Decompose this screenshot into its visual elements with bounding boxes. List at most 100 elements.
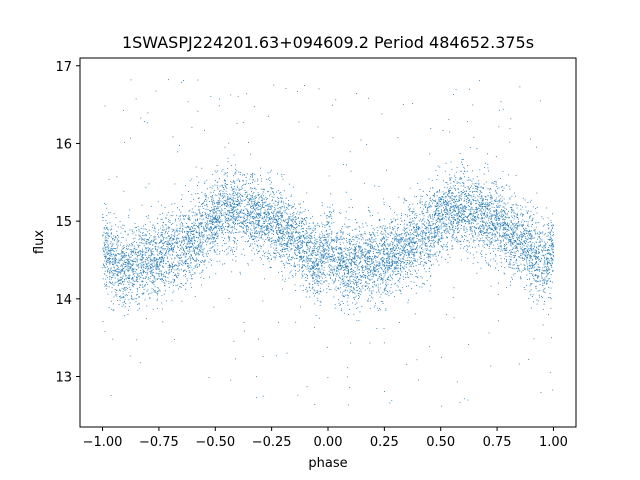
data-point bbox=[109, 275, 111, 277]
data-point bbox=[400, 224, 401, 225]
data-point bbox=[241, 223, 243, 224]
data-point bbox=[387, 270, 389, 271]
data-point bbox=[131, 229, 133, 231]
data-point bbox=[514, 225, 516, 226]
data-point bbox=[294, 252, 296, 254]
data-point bbox=[535, 274, 537, 276]
data-point bbox=[499, 199, 500, 201]
data-point bbox=[200, 246, 202, 248]
data-point bbox=[306, 192, 308, 194]
data-point bbox=[365, 267, 367, 269]
data-point bbox=[551, 241, 552, 242]
data-point bbox=[360, 279, 362, 281]
data-point bbox=[369, 261, 370, 263]
data-point bbox=[457, 232, 459, 234]
data-point bbox=[308, 267, 309, 269]
data-point bbox=[335, 236, 337, 238]
data-point bbox=[542, 231, 544, 233]
data-point bbox=[335, 279, 336, 281]
data-point bbox=[167, 226, 169, 228]
data-point bbox=[312, 243, 314, 245]
data-point bbox=[302, 243, 304, 245]
data-point bbox=[233, 191, 235, 193]
data-point bbox=[462, 189, 464, 191]
data-point bbox=[261, 206, 263, 208]
data-point bbox=[341, 276, 343, 277]
data-point bbox=[233, 204, 235, 206]
data-point bbox=[400, 267, 402, 269]
data-point bbox=[498, 211, 500, 213]
data-point bbox=[253, 218, 255, 220]
data-point bbox=[169, 248, 170, 250]
data-point bbox=[230, 203, 232, 205]
data-point bbox=[381, 237, 383, 239]
data-point bbox=[311, 251, 313, 253]
data-point bbox=[549, 244, 550, 246]
data-point bbox=[168, 235, 170, 237]
data-point bbox=[460, 194, 462, 196]
data-point bbox=[166, 251, 167, 253]
data-point bbox=[165, 254, 167, 256]
data-point bbox=[358, 263, 360, 265]
data-point bbox=[548, 228, 549, 230]
data-point bbox=[352, 292, 354, 294]
data-point bbox=[472, 104, 474, 106]
data-point bbox=[410, 221, 412, 223]
data-point bbox=[257, 338, 259, 340]
data-point bbox=[293, 239, 295, 241]
data-point bbox=[397, 258, 399, 260]
data-point bbox=[322, 257, 324, 259]
data-point bbox=[227, 204, 229, 206]
data-point bbox=[126, 244, 128, 246]
data-point bbox=[426, 242, 428, 244]
data-point bbox=[371, 296, 372, 298]
data-point bbox=[199, 241, 201, 243]
data-point bbox=[359, 296, 360, 298]
data-point bbox=[500, 240, 502, 242]
data-point bbox=[348, 273, 350, 275]
data-point bbox=[535, 258, 536, 260]
data-point bbox=[281, 288, 283, 290]
data-point bbox=[382, 260, 383, 262]
data-point bbox=[246, 173, 248, 175]
data-point bbox=[144, 284, 146, 286]
data-point bbox=[168, 265, 170, 266]
data-point bbox=[203, 229, 205, 231]
data-point bbox=[286, 224, 288, 226]
data-point bbox=[448, 189, 449, 191]
data-point bbox=[297, 244, 299, 246]
data-point bbox=[262, 356, 264, 357]
data-point bbox=[307, 260, 309, 262]
data-point bbox=[261, 230, 263, 232]
data-point bbox=[338, 275, 340, 277]
data-point bbox=[347, 227, 349, 229]
data-point bbox=[381, 231, 383, 232]
data-point bbox=[142, 257, 144, 259]
data-point bbox=[368, 250, 370, 252]
data-point bbox=[289, 239, 291, 241]
data-point bbox=[380, 277, 382, 278]
data-point bbox=[169, 263, 170, 265]
data-point bbox=[430, 236, 432, 238]
data-point bbox=[287, 219, 289, 220]
data-point bbox=[185, 236, 187, 238]
data-point bbox=[486, 216, 488, 218]
data-point bbox=[263, 221, 265, 223]
data-point bbox=[281, 233, 283, 234]
data-point bbox=[435, 205, 437, 207]
data-point bbox=[129, 244, 130, 246]
data-point bbox=[478, 182, 480, 184]
data-point bbox=[329, 211, 331, 212]
data-point bbox=[463, 247, 465, 249]
data-point bbox=[320, 252, 321, 254]
data-point bbox=[438, 203, 440, 205]
data-point bbox=[480, 231, 481, 233]
data-point bbox=[305, 221, 307, 223]
data-point bbox=[313, 246, 315, 248]
data-point bbox=[483, 226, 485, 228]
data-point bbox=[250, 214, 252, 215]
data-point bbox=[505, 252, 507, 254]
data-point bbox=[464, 235, 465, 236]
data-point bbox=[327, 257, 329, 258]
data-point bbox=[403, 197, 405, 199]
